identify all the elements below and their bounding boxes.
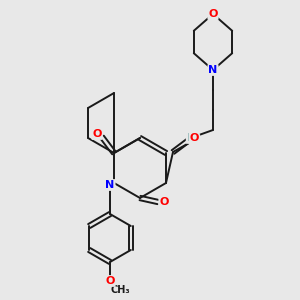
Text: O: O — [189, 133, 199, 143]
Text: H: H — [187, 133, 195, 143]
Text: O: O — [105, 276, 115, 286]
Text: N: N — [208, 65, 217, 75]
Text: N: N — [190, 135, 200, 145]
Text: CH₃: CH₃ — [110, 285, 130, 295]
Text: O: O — [92, 129, 102, 139]
Text: O: O — [159, 197, 169, 207]
Text: N: N — [105, 180, 115, 190]
Text: O: O — [208, 9, 218, 19]
